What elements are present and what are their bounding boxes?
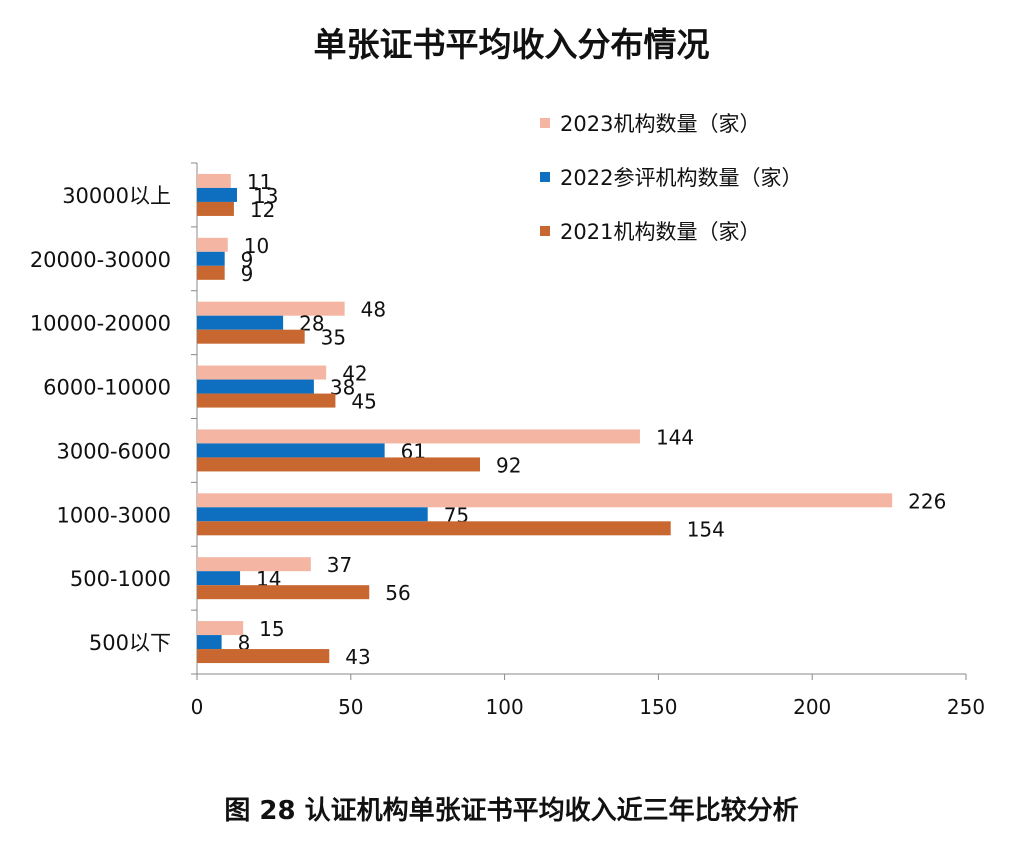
x-tick-label: 250 [947, 695, 985, 719]
legend-swatch-2023 [540, 118, 550, 128]
x-tick-label: 150 [639, 695, 677, 719]
bar-2023 [197, 621, 244, 636]
legend: 2023机构数量（家） 2022参评机构数量（家） 2021机构数量（家） [540, 96, 802, 258]
legend-label-2022: 2022参评机构数量（家） [560, 166, 803, 190]
bar-2021 [197, 649, 330, 664]
data-label-2023: 37 [327, 553, 352, 577]
y-category-label: 20000-30000 [30, 248, 171, 272]
chart-title: 单张证书平均收入分布情况 [313, 25, 710, 64]
legend-item-2021: 2021机构数量（家） [540, 204, 802, 258]
x-tick-label: 0 [191, 695, 204, 719]
bar-2021 [197, 521, 671, 536]
bar-2023 [197, 557, 311, 572]
x-tick-label: 50 [338, 695, 363, 719]
data-label-2023: 144 [656, 425, 694, 449]
data-label-2021: 12 [250, 198, 275, 222]
y-category-label: 500-1000 [70, 567, 171, 591]
bar-2022 [197, 507, 428, 522]
bar-2021 [197, 393, 336, 408]
bar-2022 [197, 187, 237, 202]
x-tick-label: 100 [486, 695, 524, 719]
data-label-2021: 154 [687, 517, 725, 541]
data-label-2023: 226 [908, 489, 946, 513]
bar-2022 [197, 443, 385, 458]
y-category-label: 500以下 [89, 631, 171, 655]
data-label-2022: 13 [253, 184, 278, 208]
bar-2021 [197, 329, 305, 344]
bar-2023 [197, 365, 327, 380]
y-category-label: 10000-20000 [30, 312, 171, 336]
data-label-2021: 45 [351, 390, 376, 414]
bar-2022 [197, 315, 284, 330]
bar-2022 [197, 379, 314, 394]
bar-2021 [197, 265, 225, 280]
bar-2023 [197, 173, 231, 188]
legend-label-2021: 2021机构数量（家） [560, 220, 761, 244]
legend-swatch-2022 [540, 172, 550, 182]
y-category-label: 6000-10000 [43, 376, 171, 400]
bar-2023 [197, 237, 228, 252]
y-category-label: 3000-6000 [57, 439, 171, 463]
data-label-2023: 48 [361, 298, 386, 322]
figure-caption: 图 28 认证机构单张证书平均收入近三年比较分析 [224, 796, 799, 826]
bar-2023 [197, 429, 640, 444]
x-tick-label: 200 [793, 695, 831, 719]
data-label-2021: 92 [496, 453, 521, 477]
bar-2021 [197, 457, 480, 472]
data-label-2021: 56 [385, 581, 410, 605]
y-category-label: 30000以上 [62, 184, 171, 208]
legend-swatch-2021 [540, 226, 550, 236]
bar-2022 [197, 571, 241, 586]
data-label-2023: 11 [247, 170, 272, 194]
bar-2023 [197, 301, 345, 316]
y-category-label: 1000-3000 [57, 503, 171, 527]
bar-2022 [197, 251, 225, 266]
data-label-2023: 15 [259, 617, 284, 641]
data-label-2021: 9 [241, 262, 254, 286]
legend-item-2022: 2022参评机构数量（家） [540, 150, 802, 204]
data-label-2023: 10 [244, 234, 269, 258]
legend-item-2023: 2023机构数量（家） [540, 96, 802, 150]
data-label-2022: 9 [241, 248, 254, 272]
data-label-2021: 35 [321, 326, 346, 350]
data-label-2023: 42 [342, 362, 367, 386]
data-label-2021: 43 [345, 645, 370, 669]
bar-2021 [197, 585, 370, 600]
bar-2022 [197, 635, 222, 650]
legend-label-2023: 2023机构数量（家） [560, 112, 761, 136]
bar-2021 [197, 201, 234, 216]
bar-2023 [197, 493, 893, 508]
